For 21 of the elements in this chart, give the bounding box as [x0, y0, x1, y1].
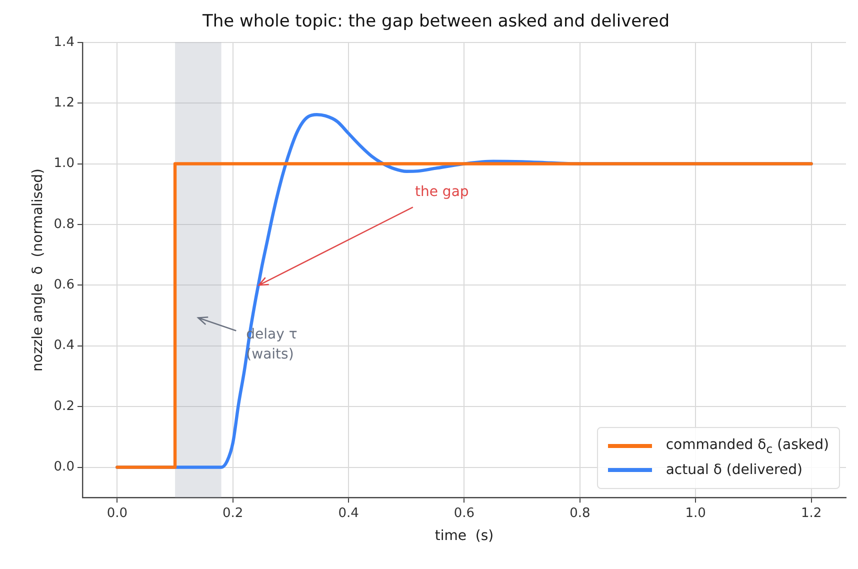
y-tick-label: 0.4	[54, 338, 74, 354]
chart-title: The whole topic: the gap between asked and delivered	[201, 12, 670, 32]
x-axis-title: time (s)	[434, 528, 494, 544]
x-tick-label: 0.8	[570, 506, 590, 521]
x-tick-label: 0.0	[106, 506, 128, 521]
x-tick-label: 0.2	[222, 506, 244, 521]
legend-label: commanded δ$_{c}$ (asked)	[666, 436, 829, 456]
y-tick-label: 0.0	[54, 460, 74, 475]
y-tick-label: 1.2	[54, 95, 74, 110]
y-axis-title: nozzle angle δ (normalised)	[30, 168, 46, 372]
x-tick-label: 0.6	[454, 506, 475, 521]
y-tick-label: 0.8	[54, 216, 74, 232]
y-tick-label: 0.6	[54, 278, 74, 293]
x-tick-label: 1.2	[800, 506, 822, 521]
x-tick-label: 1.0	[685, 506, 706, 521]
y-tick-label: 1.0	[54, 156, 74, 172]
y-tick-label: 1.4	[54, 34, 74, 50]
y-tick-label: 0.2	[54, 398, 74, 414]
annotation: the gap	[415, 184, 469, 200]
x-tick-label: 0.4	[338, 506, 359, 521]
legend-label: actual δ (delivered)	[666, 462, 802, 478]
